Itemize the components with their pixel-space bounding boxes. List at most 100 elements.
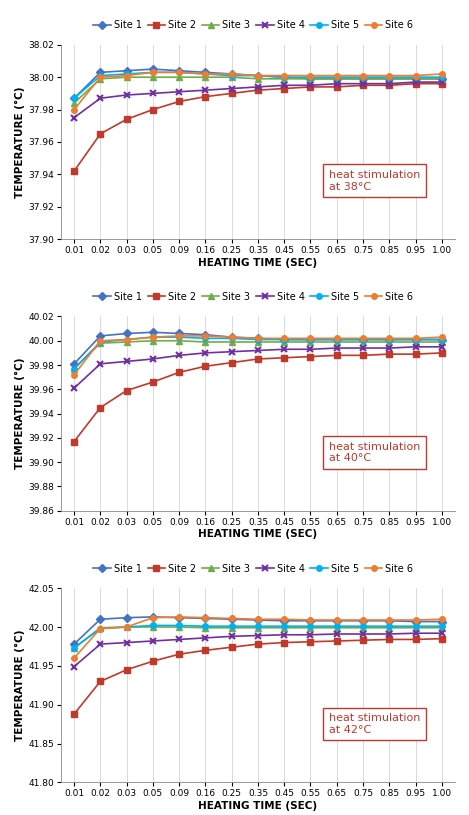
Site 2 — [229, 89, 234, 99]
Site 5 — [71, 94, 77, 104]
Site 1 — [98, 615, 103, 624]
Site 4 — [439, 77, 445, 87]
Site 3 — [439, 337, 445, 347]
Site 2 — [150, 104, 156, 114]
Site 6 — [386, 333, 392, 343]
Site 2 — [203, 92, 208, 102]
Site 6 — [176, 68, 182, 77]
Y-axis label: TEMPERATURE (°C): TEMPERATURE (°C) — [15, 358, 25, 469]
Site 1 — [203, 68, 208, 77]
Site 1 — [439, 617, 445, 627]
Site 6 — [98, 623, 103, 633]
Site 2 — [229, 642, 234, 652]
Site 2 — [98, 129, 103, 139]
Site 2 — [281, 353, 287, 363]
Site 3 — [281, 74, 287, 84]
Site 4 — [308, 345, 313, 355]
Site 5 — [308, 335, 313, 345]
Site 1 — [334, 616, 340, 626]
Site 6 — [71, 104, 77, 114]
Site 3 — [203, 337, 208, 347]
Site 5 — [229, 621, 234, 631]
Site 2 — [255, 639, 261, 649]
Site 5 — [255, 335, 261, 345]
Site 5 — [71, 643, 77, 653]
Site 5 — [150, 333, 156, 342]
Line: Site 5: Site 5 — [71, 623, 445, 650]
Site 6 — [413, 333, 418, 343]
Line: Site 3: Site 3 — [71, 338, 445, 372]
Site 4 — [176, 350, 182, 360]
Site 1 — [308, 335, 313, 345]
Line: Site 4: Site 4 — [71, 631, 445, 669]
Line: Site 6: Site 6 — [71, 333, 445, 377]
Site 1 — [360, 616, 366, 626]
Site 3 — [308, 623, 313, 632]
Site 4 — [203, 348, 208, 358]
Line: Site 4: Site 4 — [71, 79, 445, 121]
Line: Site 6: Site 6 — [71, 69, 445, 112]
Site 5 — [150, 620, 156, 630]
Site 6 — [150, 613, 156, 623]
Site 2 — [124, 114, 129, 124]
Site 1 — [203, 330, 208, 340]
Site 6 — [413, 615, 418, 625]
Site 5 — [203, 621, 208, 631]
Site 3 — [360, 74, 366, 84]
Site 3 — [334, 623, 340, 632]
Site 1 — [124, 66, 129, 76]
Site 6 — [124, 622, 129, 632]
Site 5 — [413, 335, 418, 345]
Site 4 — [281, 345, 287, 355]
Site 2 — [386, 350, 392, 359]
Line: Site 1: Site 1 — [71, 329, 445, 367]
Y-axis label: TEMPERATURE (°C): TEMPERATURE (°C) — [15, 629, 25, 741]
Site 3 — [203, 73, 208, 82]
Site 2 — [386, 81, 392, 90]
Site 3 — [386, 623, 392, 632]
Legend: Site 1, Site 2, Site 3, Site 4, Site 5, Site 6: Site 1, Site 2, Site 3, Site 4, Site 5, … — [93, 563, 413, 574]
Site 1 — [176, 613, 182, 623]
Site 6 — [281, 71, 287, 81]
Site 2 — [150, 377, 156, 387]
Y-axis label: TEMPERATURE (°C): TEMPERATURE (°C) — [15, 86, 25, 198]
Site 4 — [334, 629, 340, 639]
Site 3 — [124, 73, 129, 82]
Site 2 — [308, 637, 313, 646]
Site 5 — [439, 335, 445, 345]
Site 4 — [150, 354, 156, 363]
Site 5 — [229, 333, 234, 343]
Site 4 — [439, 342, 445, 352]
Site 1 — [150, 328, 156, 337]
Site 1 — [176, 328, 182, 338]
Line: Site 3: Site 3 — [71, 74, 445, 106]
Site 6 — [334, 615, 340, 625]
Site 6 — [439, 333, 445, 342]
Site 4 — [360, 343, 366, 353]
Line: Site 2: Site 2 — [71, 81, 445, 174]
Line: Site 3: Site 3 — [71, 624, 445, 650]
Site 2 — [71, 166, 77, 176]
Line: Site 1: Site 1 — [71, 615, 445, 647]
Site 2 — [360, 81, 366, 90]
Site 5 — [229, 71, 234, 81]
Site 2 — [98, 676, 103, 686]
Site 5 — [124, 622, 129, 632]
Site 1 — [150, 612, 156, 622]
Site 5 — [413, 621, 418, 631]
Site 5 — [71, 363, 77, 373]
Site 5 — [203, 69, 208, 79]
Site 4 — [255, 82, 261, 92]
Site 2 — [255, 86, 261, 95]
Site 5 — [255, 621, 261, 631]
Line: Site 2: Site 2 — [71, 350, 445, 444]
Site 5 — [334, 73, 340, 82]
Site 5 — [308, 621, 313, 631]
Site 3 — [334, 74, 340, 84]
Site 4 — [308, 81, 313, 90]
Site 2 — [150, 656, 156, 666]
Site 1 — [360, 335, 366, 345]
Site 6 — [229, 333, 234, 342]
Site 5 — [98, 623, 103, 633]
Site 5 — [439, 73, 445, 82]
